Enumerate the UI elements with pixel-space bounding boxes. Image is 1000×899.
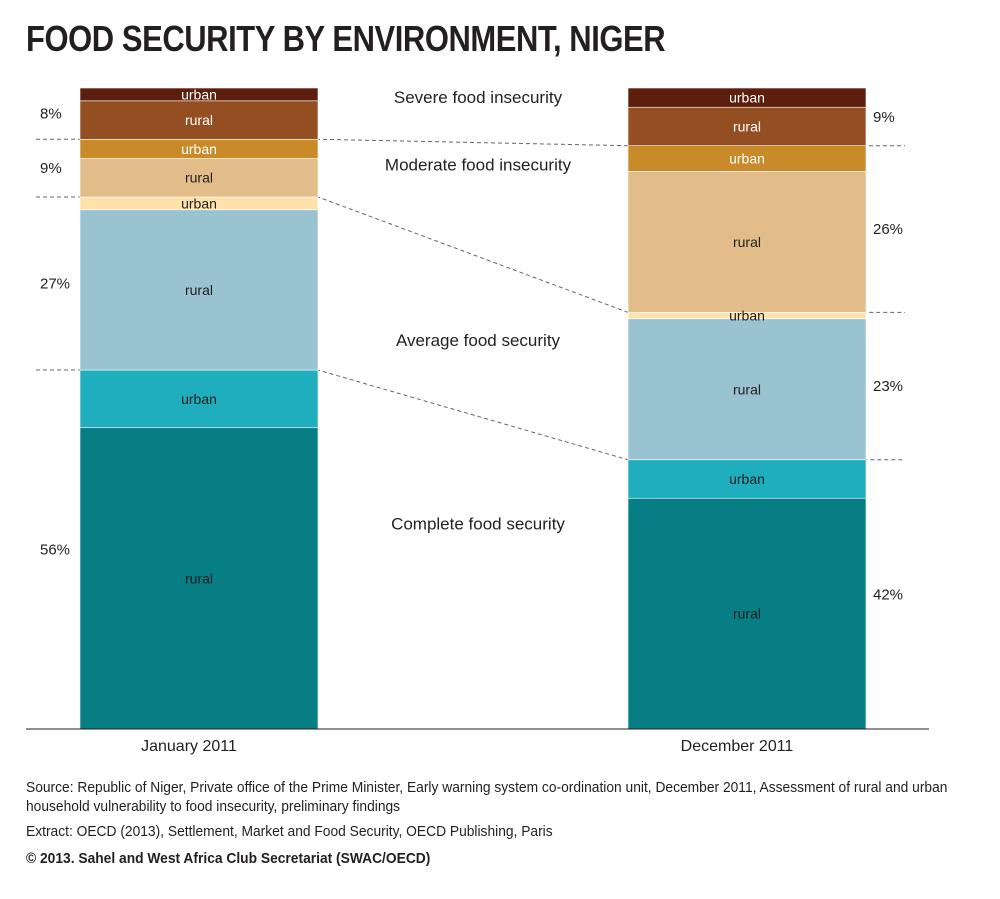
bar-segment: [79, 209, 319, 371]
chart-title: FOOD SECURITY BY ENVIRONMENT, NIGER: [26, 18, 666, 59]
stacked-bar-chart: rural urban rural urban rural urban rural urban…: [26, 86, 929, 755]
x-tick-label: December 2011: [681, 738, 794, 755]
segment-label: urban: [181, 141, 217, 157]
group-total-label: 56%: [40, 542, 70, 559]
segment-label: rural: [733, 234, 761, 250]
bar-segment: [627, 171, 867, 313]
segment-label: rural: [185, 112, 213, 128]
segment-label: urban: [181, 391, 217, 407]
segment-label: urban: [729, 308, 765, 324]
group-total-label: 23%: [873, 378, 903, 395]
segment-label: urban: [729, 151, 765, 167]
segment-labels: rural urban rural urban rural urban rural urban…: [181, 86, 765, 621]
segment-label: rural: [733, 118, 761, 134]
group-total-labels: 56% 27% 9% 8% 42% 23% 26% 9%: [40, 106, 903, 604]
bar-segment: [79, 158, 319, 198]
group-total-label: 26%: [873, 221, 903, 238]
extract-note: Extract: OECD (2013), Settlement, Market…: [26, 823, 553, 840]
bar-segment: [627, 318, 867, 461]
segment-label: urban: [729, 471, 765, 487]
x-tick-label: January 2011: [141, 738, 237, 755]
segment-label: rural: [185, 282, 213, 298]
group-label: Severe food insecurity: [394, 88, 563, 107]
segment-label: rural: [185, 170, 213, 186]
segment-label: urban: [181, 195, 217, 211]
group-total-label: 9%: [40, 160, 62, 177]
bar-segment: [79, 87, 319, 102]
group-total-label: 27%: [40, 276, 70, 293]
group-label: Moderate food insecurity: [385, 155, 572, 174]
bar-segment: [627, 145, 867, 172]
footnotes: Source: Republic of Niger, Private offic…: [26, 778, 976, 874]
group-total-label: 9%: [873, 109, 895, 126]
bars: [79, 87, 867, 730]
bar-segment: [79, 427, 319, 730]
segment-label: rural: [185, 570, 213, 586]
bar-segment: [627, 87, 867, 108]
segment-label: urban: [181, 86, 217, 102]
group-label: Complete food security: [391, 515, 565, 534]
segment-label: rural: [733, 381, 761, 397]
bar-segment: [79, 100, 319, 140]
group-label: Average food security: [396, 331, 561, 350]
group-total-label: 8%: [40, 106, 62, 123]
copyright-note: © 2013. Sahel and West Africa Club Secre…: [26, 850, 431, 867]
group-labels: Complete food security Average food secur…: [385, 88, 572, 534]
source-note: Source: Republic of Niger, Private offic…: [26, 779, 948, 815]
bar-segment: [627, 497, 867, 730]
segment-label: rural: [733, 606, 761, 622]
segment-label: urban: [729, 90, 765, 106]
bar-segment: [627, 459, 867, 499]
bar-segment: [627, 106, 867, 146]
x-tick-labels: January 2011 December 2011: [141, 738, 793, 755]
group-total-label: 42%: [873, 586, 903, 603]
